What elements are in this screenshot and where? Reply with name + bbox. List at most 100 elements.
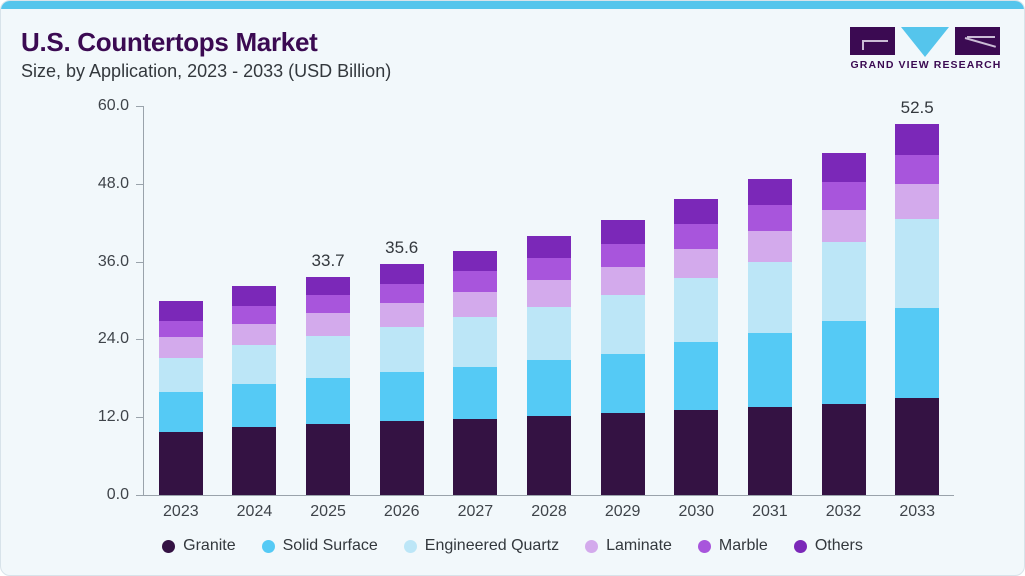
bar-segment[interactable] bbox=[232, 426, 277, 495]
bar-segment[interactable] bbox=[821, 404, 866, 495]
bar-segment[interactable] bbox=[674, 342, 719, 411]
bar-segment[interactable] bbox=[453, 271, 498, 293]
bar-segment[interactable] bbox=[527, 280, 571, 307]
bar-stack[interactable]: 35.6 bbox=[379, 238, 424, 495]
bar-stack[interactable] bbox=[232, 286, 277, 495]
bar-stack[interactable] bbox=[527, 236, 571, 495]
bar-segment[interactable] bbox=[379, 421, 424, 495]
bar-segment[interactable] bbox=[158, 391, 203, 433]
bar-segment[interactable] bbox=[232, 323, 277, 346]
bar-segment[interactable] bbox=[600, 412, 645, 495]
bar-segment[interactable] bbox=[747, 406, 792, 495]
bar-segment[interactable] bbox=[674, 224, 719, 249]
bar-segment[interactable] bbox=[527, 258, 571, 281]
legend-item[interactable]: Solid Surface bbox=[261, 537, 378, 555]
bar-segment[interactable] bbox=[747, 231, 792, 263]
y-tick-label: 36.0 bbox=[97, 252, 129, 270]
x-tick-label: 2032 bbox=[825, 503, 862, 520]
bar-segment[interactable] bbox=[821, 242, 866, 321]
legend-label: Marble bbox=[718, 537, 768, 554]
y-tick-label: 12.0 bbox=[97, 408, 129, 426]
bar-segment[interactable] bbox=[895, 184, 940, 220]
legend-item[interactable]: Granite bbox=[162, 537, 236, 555]
bar-segment[interactable] bbox=[232, 286, 277, 307]
y-tick-mark bbox=[136, 261, 143, 263]
bar-segment[interactable] bbox=[674, 277, 719, 343]
bar-stack[interactable]: 33.7 bbox=[306, 251, 351, 495]
bar-segment[interactable] bbox=[821, 181, 866, 210]
y-tick-mark bbox=[136, 417, 143, 419]
bar-segment[interactable] bbox=[674, 410, 719, 495]
bar-segment[interactable] bbox=[527, 307, 571, 361]
y-tick-label: 0.0 bbox=[106, 486, 129, 503]
bar-segment[interactable] bbox=[453, 418, 498, 495]
legend-item[interactable]: Engineered Quartz bbox=[403, 537, 560, 555]
bar-segment[interactable] bbox=[379, 372, 424, 422]
bar-segment[interactable] bbox=[895, 219, 940, 308]
bar-segment[interactable] bbox=[895, 154, 940, 185]
bar-segment[interactable] bbox=[821, 320, 866, 405]
bar-segment[interactable] bbox=[158, 432, 203, 495]
legend-swatch-icon bbox=[793, 539, 807, 553]
bar-segment[interactable] bbox=[306, 276, 351, 295]
bar-segment[interactable] bbox=[895, 307, 940, 399]
bar-segment[interactable] bbox=[527, 360, 571, 416]
bar-segment[interactable] bbox=[306, 336, 351, 379]
bar-segment[interactable] bbox=[158, 320, 203, 338]
bar-segment[interactable] bbox=[600, 294, 645, 354]
bar-segment[interactable] bbox=[232, 345, 277, 384]
y-tick-label: 48.0 bbox=[97, 174, 129, 192]
bar-segment[interactable] bbox=[158, 337, 203, 358]
bar-segment[interactable] bbox=[821, 152, 866, 182]
bar-segment[interactable] bbox=[600, 220, 645, 244]
bar-segment[interactable] bbox=[747, 332, 792, 407]
bar-segment[interactable] bbox=[232, 383, 277, 427]
bar-segment[interactable] bbox=[747, 262, 792, 333]
legend-item[interactable]: Marble bbox=[697, 537, 768, 555]
legend-swatch-icon bbox=[697, 539, 711, 553]
bar-segment[interactable] bbox=[453, 317, 498, 367]
legend-swatch-icon bbox=[585, 539, 599, 553]
bar-segment[interactable] bbox=[306, 294, 351, 314]
bar-segment[interactable] bbox=[821, 209, 866, 243]
bar-segment[interactable] bbox=[453, 292, 498, 318]
bar-segment[interactable] bbox=[747, 205, 792, 232]
y-tick-label: 60.0 bbox=[97, 97, 129, 114]
bar-segment[interactable] bbox=[674, 199, 719, 225]
bar-segment[interactable] bbox=[158, 300, 203, 321]
bar-stack[interactable]: 52.5 bbox=[895, 98, 940, 495]
bar-segment[interactable] bbox=[527, 236, 571, 259]
bar-segment[interactable] bbox=[600, 353, 645, 413]
bar-segment[interactable] bbox=[306, 378, 351, 424]
bar-segment[interactable] bbox=[895, 398, 940, 495]
bar-segment[interactable] bbox=[674, 248, 719, 278]
bar-segment[interactable] bbox=[895, 124, 940, 155]
bar-segment[interactable] bbox=[600, 266, 645, 295]
legend-label: Engineered Quartz bbox=[424, 537, 560, 554]
bar-segment[interactable] bbox=[747, 179, 792, 206]
bar-segment[interactable] bbox=[379, 283, 424, 304]
bar-segment[interactable] bbox=[306, 423, 351, 495]
bar-stack[interactable] bbox=[600, 220, 645, 495]
legend-item[interactable]: Others bbox=[793, 537, 863, 555]
bar-segment[interactable] bbox=[600, 243, 645, 267]
legend-item[interactable]: Laminate bbox=[585, 537, 672, 555]
bar-segment[interactable] bbox=[306, 313, 351, 337]
bar-segment[interactable] bbox=[232, 306, 277, 324]
bar-segment[interactable] bbox=[379, 264, 424, 284]
x-tick-label: 2028 bbox=[531, 503, 567, 520]
bar-stack[interactable] bbox=[747, 179, 792, 495]
bar-stack[interactable] bbox=[821, 152, 866, 495]
legend-label: Laminate bbox=[606, 537, 672, 554]
bar-segment[interactable] bbox=[379, 327, 424, 373]
bar-segment[interactable] bbox=[453, 366, 498, 419]
bar-segment[interactable] bbox=[527, 415, 571, 495]
bar-segment[interactable] bbox=[158, 357, 203, 392]
y-tick-mark bbox=[136, 339, 143, 341]
bar-segment[interactable] bbox=[453, 250, 498, 272]
plot-area: 33.7 35.6 52.5 bbox=[144, 98, 954, 495]
bar-stack[interactable] bbox=[158, 300, 203, 495]
bar-stack[interactable] bbox=[453, 250, 498, 495]
bar-stack[interactable] bbox=[674, 199, 719, 495]
bar-segment[interactable] bbox=[379, 303, 424, 328]
